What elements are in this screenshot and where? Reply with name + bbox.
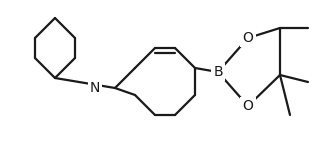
Text: B: B (213, 65, 223, 79)
Text: N: N (90, 81, 100, 95)
Text: O: O (243, 31, 253, 45)
Text: O: O (243, 99, 253, 113)
